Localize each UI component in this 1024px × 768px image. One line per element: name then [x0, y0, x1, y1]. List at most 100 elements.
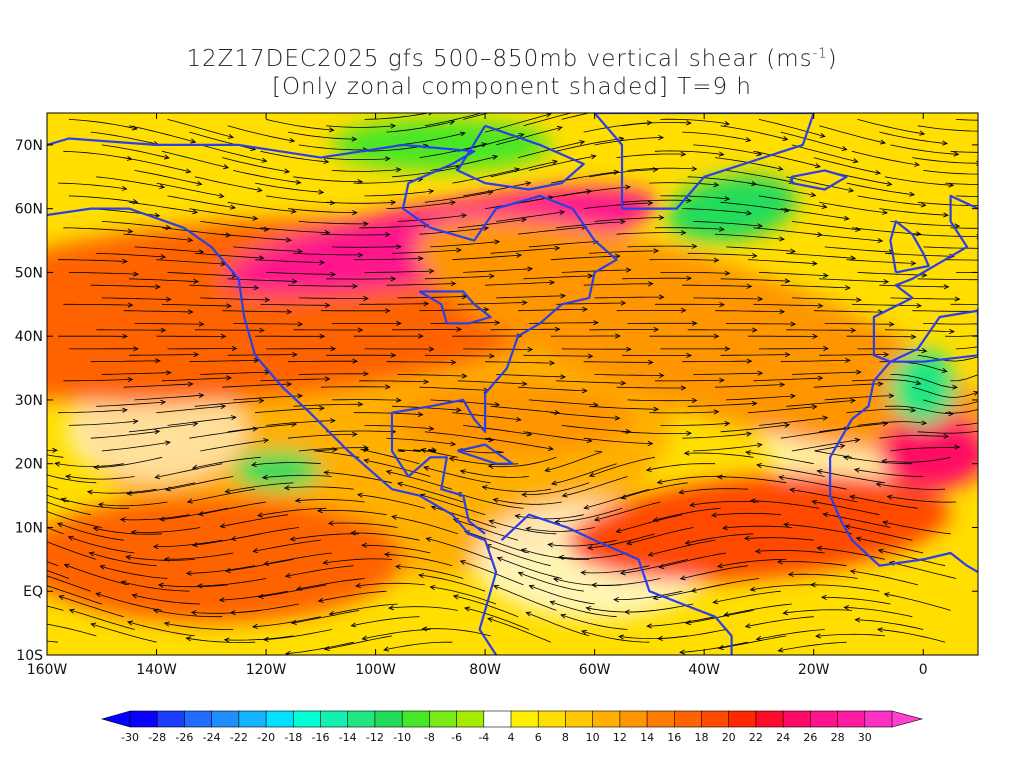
- streamline: [550, 601, 617, 618]
- streamline: [389, 606, 458, 611]
- streamline-arrowhead: [591, 582, 597, 588]
- streamline: [57, 523, 124, 541]
- streamline-arrowhead: [883, 279, 890, 285]
- streamline-arrowhead: [56, 522, 63, 528]
- streamline-arrowhead: [86, 489, 93, 495]
- streamline: [687, 252, 757, 257]
- streamline-arrowhead: [163, 621, 170, 627]
- streamline: [457, 133, 524, 152]
- streamline: [424, 466, 491, 484]
- streamline-arrowhead: [290, 208, 297, 214]
- streamline-arrowhead: [489, 273, 495, 279]
- streamline-arrowhead: [554, 245, 561, 251]
- streamline: [260, 378, 330, 382]
- streamline: [68, 536, 135, 554]
- streamline-arrowhead: [524, 100, 529, 104]
- streamline-arrowhead: [350, 622, 357, 628]
- lon-label: 60W: [579, 662, 611, 678]
- streamline: [233, 246, 303, 252]
- streamline-arrowhead: [284, 168, 291, 174]
- streamline-arrowhead: [586, 437, 593, 444]
- streamline-arrowhead: [417, 411, 424, 418]
- streamline-arrowhead: [155, 358, 161, 364]
- streamline: [224, 635, 294, 641]
- streamline-arrowhead: [980, 354, 985, 358]
- streamline-arrowhead: [37, 507, 42, 511]
- streamline-arrowhead: [385, 469, 392, 475]
- streamline-arrowhead: [263, 226, 270, 232]
- colorbar-label: -30: [121, 731, 139, 744]
- streamline-arrowhead: [850, 327, 857, 333]
- streamline: [711, 512, 781, 516]
- streamline-arrowhead: [754, 548, 761, 554]
- streamline: [68, 272, 138, 275]
- streamline: [517, 226, 587, 235]
- streamline: [457, 218, 527, 229]
- streamline: [490, 160, 558, 178]
- streamline-arrowhead: [713, 333, 720, 339]
- streamline-arrowhead: [626, 540, 633, 546]
- streamline: [583, 202, 653, 209]
- streamline: [877, 629, 946, 643]
- streamline-arrowhead: [60, 497, 67, 503]
- streamline: [98, 501, 168, 507]
- colorbar-swatch: [646, 710, 675, 728]
- streamline: [460, 560, 524, 586]
- streamline-arrowhead: [463, 606, 470, 612]
- streamline: [153, 609, 223, 618]
- streamline-arrowhead: [657, 635, 663, 642]
- streamline-arrowhead: [757, 370, 764, 376]
- streamline-arrowhead: [450, 200, 457, 206]
- streamline: [627, 399, 697, 402]
- streamline: [713, 590, 781, 603]
- streamline-arrowhead: [456, 326, 463, 333]
- streamline-arrowhead: [757, 296, 764, 302]
- streamline: [57, 182, 127, 190]
- streamline-arrowhead: [97, 502, 104, 508]
- streamline: [219, 590, 289, 601]
- streamline: [258, 584, 327, 598]
- streamline: [164, 622, 234, 630]
- lon-label: 80W: [469, 662, 501, 678]
- streamline: [384, 641, 453, 651]
- streamline: [463, 268, 533, 273]
- streamline: [225, 559, 294, 572]
- streamline-arrowhead: [165, 440, 171, 446]
- streamline-arrowhead: [751, 400, 758, 407]
- streamline-arrowhead: [822, 415, 829, 421]
- streamline-arrowhead: [230, 415, 237, 421]
- streamline-arrowhead: [776, 559, 783, 565]
- streamline-arrowhead: [823, 272, 829, 279]
- streamline: [923, 170, 978, 175]
- streamline-arrowhead: [626, 346, 632, 352]
- streamline: [588, 533, 656, 549]
- streamline: [581, 565, 650, 574]
- streamline: [453, 518, 519, 541]
- streamline-arrowhead: [428, 425, 435, 432]
- streamline: [786, 176, 854, 192]
- streamline: [682, 360, 752, 363]
- streamline-arrowhead: [316, 508, 323, 514]
- streamline: [63, 227, 133, 232]
- streamline: [129, 201, 198, 213]
- streamline: [686, 610, 754, 624]
- streamline-arrowhead: [777, 166, 784, 172]
- streamline-arrowhead: [746, 358, 753, 364]
- streamline-arrowhead: [779, 382, 786, 388]
- streamline: [956, 346, 978, 350]
- streamline: [884, 593, 951, 611]
- streamline: [879, 131, 948, 144]
- streamline: [616, 514, 683, 533]
- streamline: [556, 221, 625, 229]
- streamline-arrowhead: [615, 528, 622, 534]
- streamline: [351, 616, 420, 627]
- streamline: [482, 486, 551, 492]
- streamline: [359, 380, 429, 383]
- streamline: [594, 217, 664, 222]
- streamline-arrowhead: [363, 458, 370, 464]
- streamline-arrowhead: [713, 257, 720, 263]
- streamline: [419, 309, 489, 312]
- streamline-arrowhead: [514, 513, 521, 519]
- streamline-arrowhead: [821, 203, 828, 210]
